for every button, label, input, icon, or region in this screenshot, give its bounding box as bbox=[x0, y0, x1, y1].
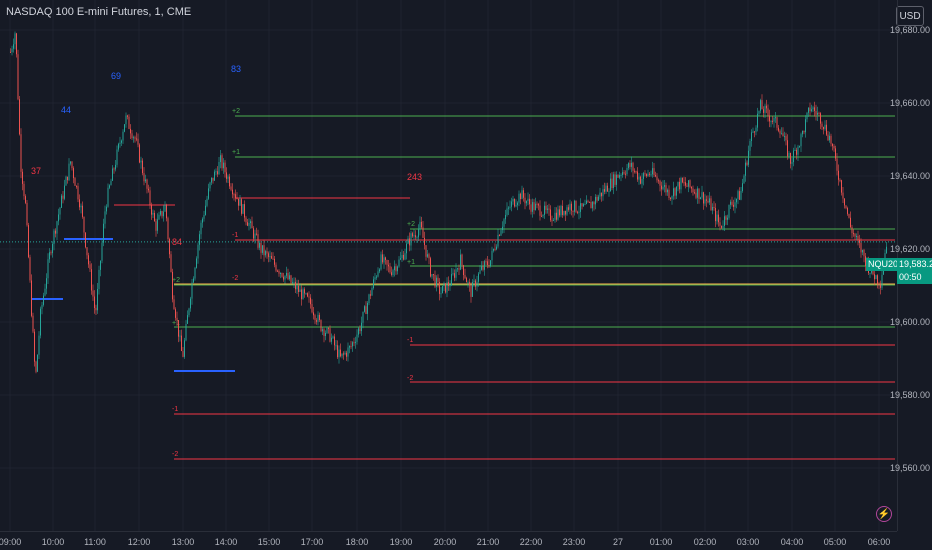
level-label: +2 bbox=[407, 221, 415, 228]
time-tick: 15:00 bbox=[257, 537, 281, 547]
level-label: -2 bbox=[232, 275, 238, 282]
time-tick: 22:00 bbox=[519, 537, 543, 547]
time-tick: 17:00 bbox=[300, 537, 324, 547]
time-tick: 05:00 bbox=[823, 537, 847, 547]
time-tick: 20:00 bbox=[433, 537, 457, 547]
level-label: +1 bbox=[172, 320, 180, 327]
price-tick: 19,560.00 bbox=[889, 463, 930, 473]
time-tick: 01:00 bbox=[649, 537, 673, 547]
level-label: -1 bbox=[232, 232, 238, 239]
time-tick: 21:00 bbox=[476, 537, 500, 547]
candle-wicks-up bbox=[11, 31, 887, 373]
price-tick: 19,620.00 bbox=[889, 244, 930, 254]
time-tick: 10:00 bbox=[41, 537, 65, 547]
count-label: 37 bbox=[31, 166, 41, 176]
time-tick: 09:00 bbox=[0, 537, 22, 547]
time-tick: 14:00 bbox=[214, 537, 238, 547]
level-label: -2 bbox=[172, 451, 178, 458]
time-tick: 19:00 bbox=[389, 537, 413, 547]
price-tick: 19,580.00 bbox=[889, 390, 930, 400]
price-tick: 19,680.00 bbox=[889, 25, 930, 35]
count-label: 243 bbox=[407, 172, 422, 182]
last-price-value: 19,583.25 bbox=[899, 259, 932, 269]
time-tick: 04:00 bbox=[780, 537, 804, 547]
level-label: +2 bbox=[232, 108, 240, 115]
time-tick: 06:00 bbox=[867, 537, 891, 547]
level-label: +1 bbox=[232, 149, 240, 156]
price-tick: 19,600.00 bbox=[889, 317, 930, 327]
time-tick: 27 bbox=[612, 537, 624, 547]
time-tick: 02:00 bbox=[693, 537, 717, 547]
countdown-timer: 00:50 bbox=[899, 272, 922, 282]
level-label: -1 bbox=[407, 337, 413, 344]
time-tick: 23:00 bbox=[562, 537, 586, 547]
price-tick: 19,660.00 bbox=[889, 98, 930, 108]
currency-button[interactable]: USD bbox=[896, 6, 924, 26]
level-label: +1 bbox=[407, 259, 415, 266]
last-price-label: 19,583.25 00:50 bbox=[897, 258, 932, 284]
count-label: 83 bbox=[231, 64, 241, 74]
time-axis[interactable]: 09:00 10:00 11:00 12:00 13:00 14:00 15:0… bbox=[0, 531, 897, 550]
count-label: 69 bbox=[111, 71, 121, 81]
time-tick: 12:00 bbox=[127, 537, 151, 547]
level-label: -2 bbox=[407, 375, 413, 382]
time-tick: 13:00 bbox=[171, 537, 195, 547]
level-label: +2 bbox=[172, 277, 180, 284]
symbol-title[interactable]: NASDAQ 100 E-mini Futures, 1, CME bbox=[6, 6, 192, 18]
lightning-icon[interactable]: ⚡ bbox=[876, 506, 892, 522]
time-tick: 11:00 bbox=[84, 537, 106, 547]
price-tick: 19,640.00 bbox=[889, 171, 930, 181]
level-label: -1 bbox=[172, 406, 178, 413]
candle-bodies-up bbox=[11, 33, 887, 372]
time-tick: 18:00 bbox=[345, 537, 369, 547]
count-label: 44 bbox=[61, 105, 71, 115]
time-tick: 03:00 bbox=[736, 537, 760, 547]
